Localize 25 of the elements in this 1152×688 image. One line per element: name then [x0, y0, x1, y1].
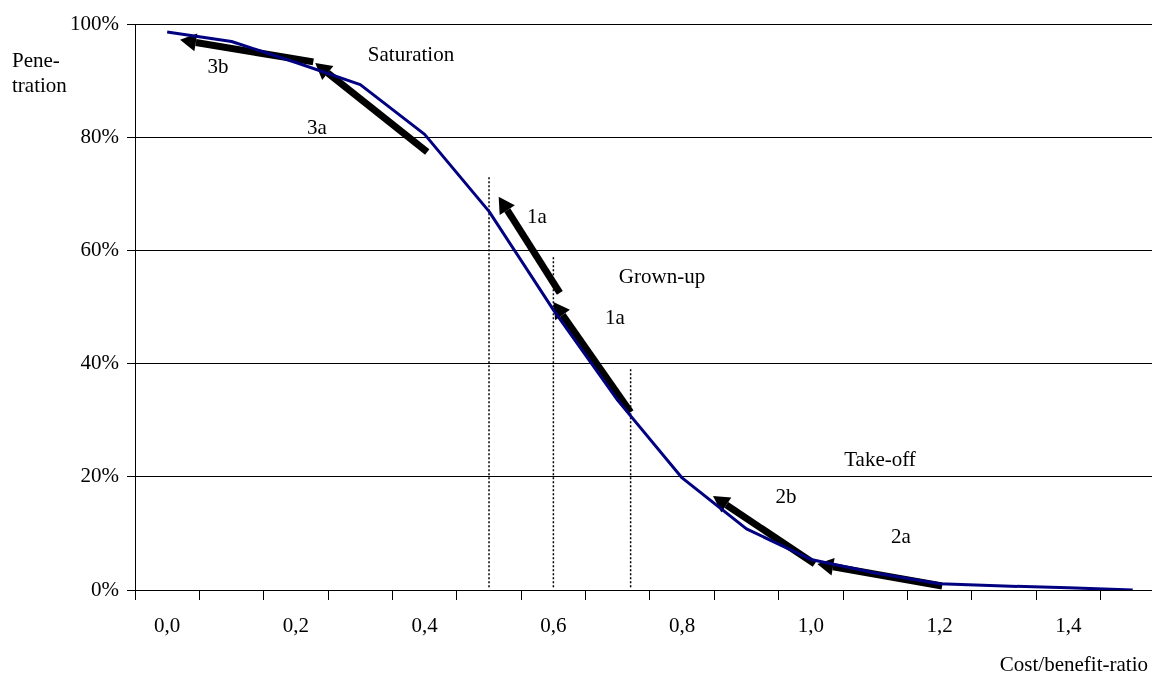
y-tick-label: 40%: [80, 350, 119, 375]
annotation: 2b: [775, 483, 797, 508]
x-tick-label: 0,0: [154, 613, 181, 638]
annotation: 3b: [207, 53, 229, 78]
x-tick-label: 0,6: [540, 613, 567, 638]
x-tick-label: 0,4: [411, 613, 439, 638]
x-tick-label: 0,2: [282, 613, 310, 638]
y-tick-label: 20%: [80, 463, 119, 488]
annotation: Take-off: [844, 446, 916, 471]
y-tick-label: 80%: [80, 123, 119, 148]
x-tick-label: 0,8: [669, 613, 696, 638]
annotation: Grown-up: [618, 263, 706, 288]
annotation: 1a: [527, 203, 548, 228]
x-tick-label: 1,4: [1055, 613, 1082, 638]
x-tick-label: 1,2: [926, 613, 953, 638]
x-axis-title: Cost/benefit-ratio: [999, 652, 1148, 677]
annotation: 1a: [605, 304, 626, 329]
annotation: Saturation: [367, 41, 455, 66]
y-tick-label: 100%: [70, 10, 119, 35]
annotation: 2a: [891, 523, 912, 548]
x-tick-label: 1,0: [797, 613, 824, 638]
annotation: 3a: [307, 114, 328, 139]
y-tick-label: 60%: [80, 236, 119, 261]
y-axis-title: Pene- tration: [12, 48, 67, 98]
y-tick-label: 0%: [91, 576, 119, 601]
